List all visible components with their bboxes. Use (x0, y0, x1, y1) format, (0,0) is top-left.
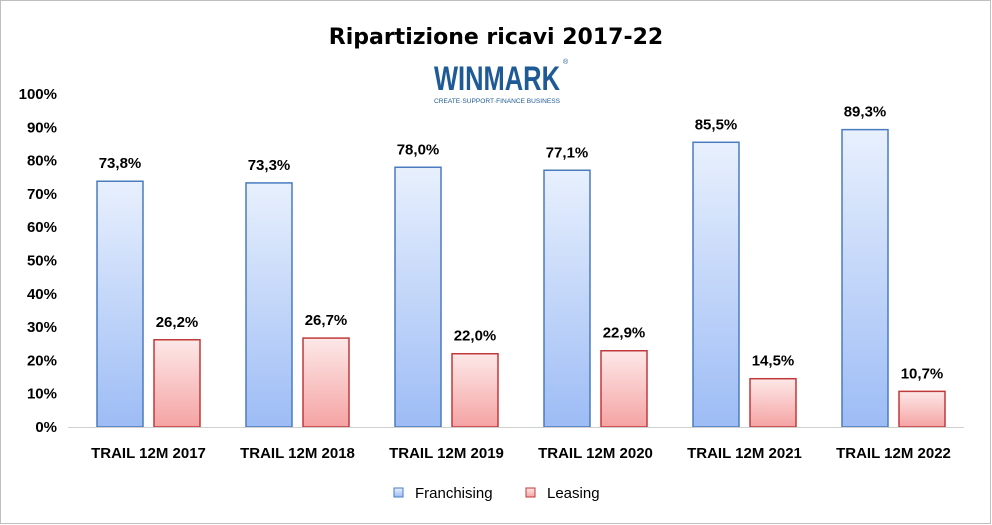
x-tick-label: TRAIL 12M 2017 (91, 445, 206, 462)
bar-franchising-6 (841, 128, 889, 428)
y-tick-label: 0% (35, 419, 57, 436)
data-label-leasing: 26,7% (305, 312, 348, 329)
bar-leasing-5 (749, 377, 797, 428)
bar-leasing-3 (451, 352, 499, 428)
logo-wordmark: WINMARK (434, 60, 560, 98)
legend-label-franchising: Franchising (415, 485, 493, 502)
data-label-franchising: 77,1% (546, 144, 589, 161)
bar-leasing-2 (302, 337, 350, 428)
y-tick-label: 20% (27, 352, 57, 369)
y-tick-label: 60% (27, 219, 57, 236)
y-tick-label: 10% (27, 386, 57, 403)
y-axis: 0% 10% 20% 30% 40% 50% 60% 70% 80% 90% 100% (19, 86, 57, 436)
data-label-franchising: 73,8% (99, 155, 142, 172)
y-tick-label: 30% (27, 319, 57, 336)
bar-franchising-3 (394, 166, 442, 428)
bar-leasing-1 (153, 339, 201, 428)
data-label-franchising: 78,0% (397, 141, 440, 158)
winmark-logo: WINMARK ® CREATE·SUPPORT·FINANCE BUSINES… (434, 58, 569, 105)
x-tick-label: TRAIL 12M 2020 (538, 445, 653, 462)
x-axis: TRAIL 12M 2017 TRAIL 12M 2018 TRAIL 12M 20… (68, 427, 964, 462)
data-label-franchising: 73,3% (248, 157, 291, 174)
bar-franchising-5 (692, 141, 740, 428)
data-label-leasing: 14,5% (752, 353, 795, 370)
x-tick-label: TRAIL 12M 2019 (389, 445, 504, 462)
data-label-leasing: 22,0% (454, 328, 497, 345)
x-tick-label: TRAIL 12M 2022 (836, 445, 951, 462)
data-label-franchising: 89,3% (844, 104, 887, 121)
bar-franchising-2 (245, 182, 293, 428)
legend: Franchising Leasing (393, 485, 600, 502)
y-tick-label: 100% (19, 86, 57, 103)
bar-franchising-4 (543, 169, 591, 428)
y-tick-label: 40% (27, 286, 57, 303)
y-tick-label: 50% (27, 253, 57, 270)
x-tick-label: TRAIL 12M 2021 (687, 445, 802, 462)
logo-tagline: CREATE·SUPPORT·FINANCE BUSINESS (434, 99, 560, 105)
logo-registered-mark: ® (563, 58, 569, 66)
data-label-leasing: 10,7% (901, 365, 944, 382)
bar-leasing-4 (600, 349, 648, 428)
legend-label-leasing: Leasing (547, 485, 600, 502)
y-tick-label: 80% (27, 153, 57, 170)
data-label-leasing: 22,9% (603, 325, 646, 342)
legend-swatch-franchising (393, 487, 404, 498)
legend-swatch-leasing (525, 487, 536, 498)
data-label-leasing: 26,2% (156, 314, 199, 331)
y-tick-label: 70% (27, 186, 57, 203)
data-label-franchising: 85,5% (695, 116, 738, 133)
x-tick-label: TRAIL 12M 2018 (240, 445, 355, 462)
bar-franchising-1 (96, 180, 144, 428)
y-tick-label: 90% (27, 119, 57, 136)
bar-leasing-6 (898, 390, 946, 428)
chart-title: Ripartizione ricavi 2017-22 (329, 25, 663, 50)
